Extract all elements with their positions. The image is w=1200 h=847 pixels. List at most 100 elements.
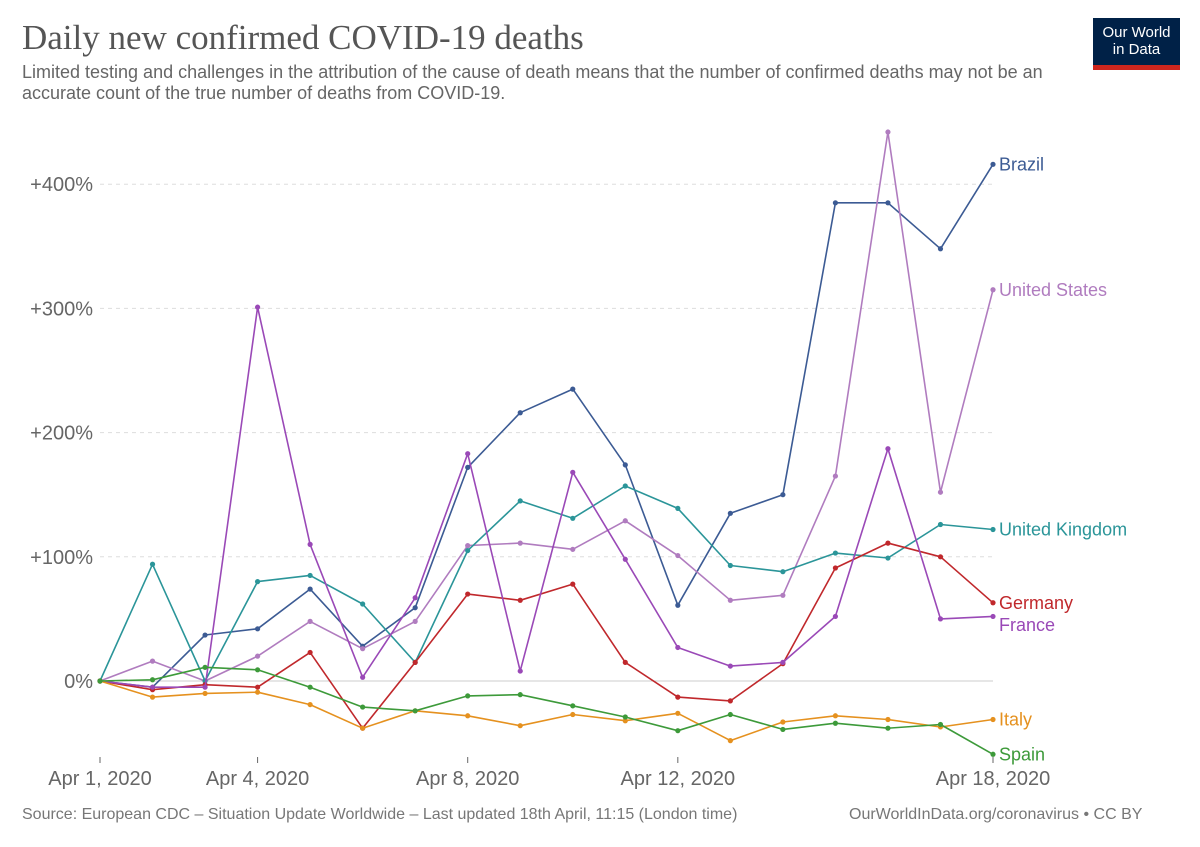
data-point[interactable] [780, 592, 786, 598]
data-point[interactable] [97, 678, 103, 684]
data-point[interactable] [832, 550, 839, 556]
data-point[interactable] [202, 632, 208, 638]
data-point[interactable] [990, 287, 996, 293]
data-point[interactable] [570, 386, 576, 392]
data-point[interactable] [307, 684, 313, 690]
data-point[interactable] [465, 693, 471, 699]
data-point[interactable] [675, 710, 681, 716]
credit-link[interactable]: OurWorldInData.org/coronavirus • CC BY [849, 806, 1143, 823]
data-point[interactable] [990, 613, 996, 620]
data-point[interactable] [990, 526, 996, 533]
data-point[interactable] [780, 659, 786, 665]
data-point[interactable] [202, 684, 208, 690]
series-line-brazil[interactable] [99, 163, 994, 689]
data-point[interactable] [570, 581, 576, 587]
data-point[interactable] [465, 591, 471, 597]
data-point[interactable] [307, 572, 313, 579]
data-point[interactable] [937, 521, 944, 528]
data-point[interactable] [517, 540, 523, 546]
data-point[interactable] [622, 718, 628, 724]
data-point[interactable] [517, 597, 523, 603]
data-point[interactable] [885, 129, 891, 135]
data-point[interactable] [727, 597, 733, 603]
data-point[interactable] [254, 626, 261, 632]
data-point[interactable] [360, 704, 366, 710]
data-point[interactable] [465, 464, 471, 470]
owid-logo[interactable]: Our World in Data [1093, 18, 1180, 70]
data-point[interactable] [727, 510, 733, 516]
series-line-united-states[interactable] [99, 131, 994, 682]
data-point[interactable] [517, 668, 523, 674]
series-line-france[interactable] [99, 306, 994, 689]
data-point[interactable] [937, 554, 944, 560]
data-point[interactable] [412, 659, 418, 665]
data-point[interactable] [727, 562, 733, 569]
series-line-italy[interactable] [99, 680, 994, 742]
data-point[interactable] [622, 714, 628, 720]
series-label-spain[interactable]: Spain [999, 744, 1045, 764]
data-point[interactable] [254, 304, 261, 310]
series-label-united-states[interactable]: United States [999, 280, 1107, 300]
data-point[interactable] [465, 547, 471, 554]
data-point[interactable] [149, 561, 156, 567]
data-point[interactable] [622, 483, 628, 489]
data-point[interactable] [885, 716, 891, 723]
data-point[interactable] [727, 698, 733, 704]
data-point[interactable] [780, 719, 786, 725]
data-point[interactable] [990, 600, 996, 606]
data-point[interactable] [622, 462, 628, 468]
data-point[interactable] [727, 663, 733, 669]
data-point[interactable] [360, 674, 366, 680]
data-point[interactable] [412, 708, 418, 714]
data-point[interactable] [149, 658, 156, 664]
data-point[interactable] [832, 473, 839, 479]
data-point[interactable] [254, 684, 261, 690]
data-point[interactable] [307, 586, 313, 592]
series-line-germany[interactable] [99, 542, 994, 730]
data-point[interactable] [675, 552, 681, 559]
data-point[interactable] [254, 667, 261, 673]
data-point[interactable] [570, 711, 576, 718]
data-point[interactable] [990, 751, 996, 757]
series-label-germany[interactable]: Germany [999, 593, 1073, 613]
data-point[interactable] [675, 602, 681, 608]
data-point[interactable] [412, 595, 418, 601]
series-label-france[interactable]: France [999, 615, 1055, 635]
data-point[interactable] [622, 659, 628, 665]
data-point[interactable] [360, 725, 366, 731]
data-point[interactable] [465, 713, 471, 719]
data-point[interactable] [254, 579, 261, 585]
data-point[interactable] [885, 555, 891, 561]
data-point[interactable] [149, 684, 156, 690]
data-point[interactable] [937, 721, 944, 728]
series-label-italy[interactable]: Italy [999, 710, 1032, 730]
data-point[interactable] [202, 690, 208, 697]
data-point[interactable] [675, 505, 681, 511]
data-point[interactable] [622, 556, 628, 562]
data-point[interactable] [832, 200, 839, 206]
series-line-spain[interactable] [99, 666, 994, 755]
data-point[interactable] [360, 646, 366, 652]
data-point[interactable] [517, 410, 523, 416]
data-point[interactable] [727, 738, 733, 744]
data-point[interactable] [832, 713, 839, 719]
data-point[interactable] [465, 543, 471, 549]
data-point[interactable] [517, 723, 523, 729]
data-point[interactable] [202, 664, 208, 670]
data-point[interactable] [622, 518, 628, 524]
data-point[interactable] [780, 726, 786, 733]
data-point[interactable] [937, 616, 944, 622]
data-point[interactable] [570, 469, 576, 475]
data-point[interactable] [517, 692, 523, 698]
series-label-brazil[interactable]: Brazil [999, 154, 1044, 174]
data-point[interactable] [675, 728, 681, 734]
data-point[interactable] [570, 515, 576, 521]
data-point[interactable] [149, 694, 156, 700]
data-point[interactable] [254, 653, 261, 659]
data-point[interactable] [412, 618, 418, 624]
data-point[interactable] [885, 446, 891, 452]
data-point[interactable] [937, 489, 944, 495]
data-point[interactable] [570, 546, 576, 552]
data-point[interactable] [832, 565, 839, 571]
data-point[interactable] [307, 701, 313, 708]
